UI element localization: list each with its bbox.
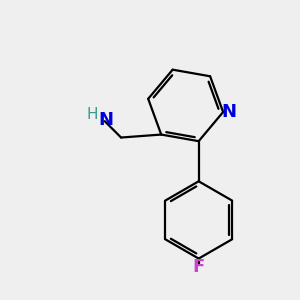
Text: H: H	[86, 107, 98, 122]
Text: N: N	[221, 103, 236, 121]
Text: N: N	[99, 111, 114, 129]
Text: F: F	[193, 259, 205, 277]
